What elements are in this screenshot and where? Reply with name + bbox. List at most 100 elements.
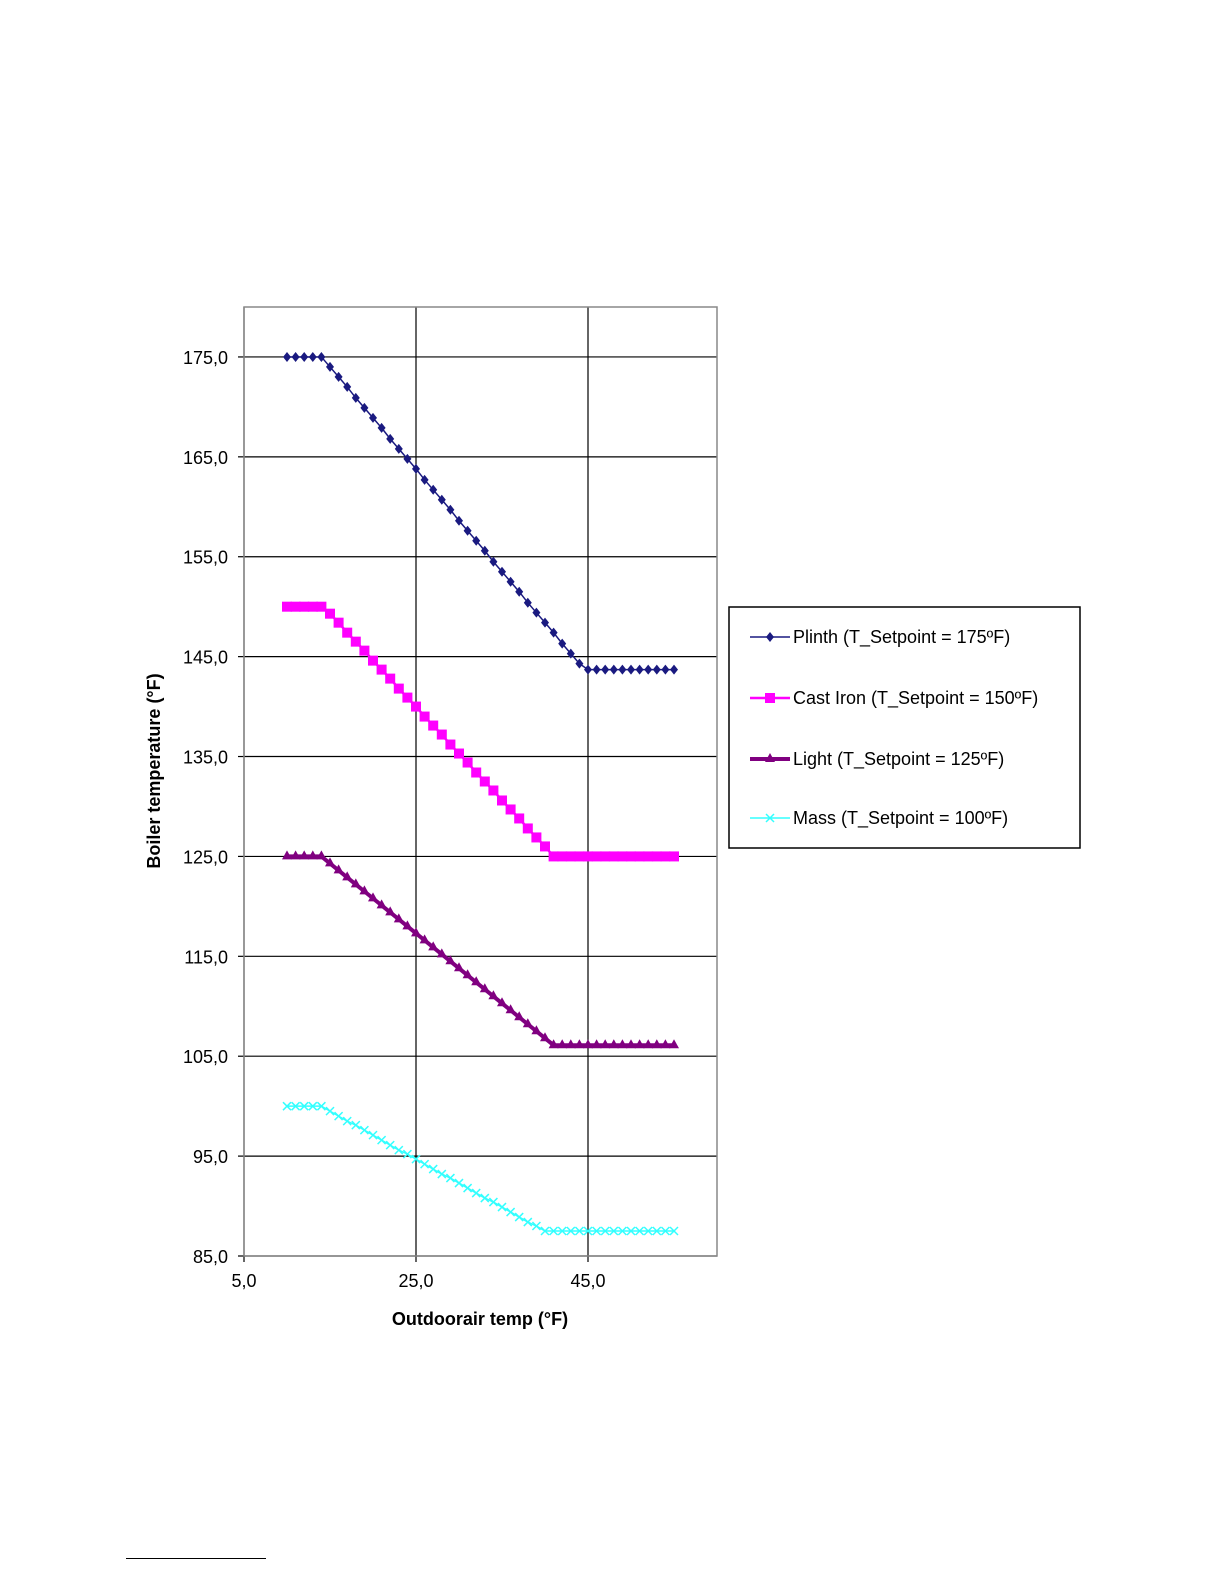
data-point	[455, 515, 463, 526]
y-tick-label: 145,0	[183, 648, 228, 668]
plot-area-frame	[243, 306, 718, 1257]
series-2	[282, 601, 679, 862]
x-tick-label: 45,0	[570, 1271, 605, 1291]
data-point	[325, 1106, 335, 1116]
data-point	[488, 990, 499, 1000]
data-point	[445, 955, 456, 965]
data-point	[643, 1039, 654, 1049]
data-point	[635, 664, 644, 675]
data-point	[445, 1173, 455, 1183]
marker-stroke	[282, 1101, 292, 1111]
legend-label: Cast Iron (T_Setpoint = 150ºF)	[793, 688, 1038, 709]
data-point	[471, 767, 482, 778]
legend-item-2: Cast Iron (T_Setpoint = 150ºF)	[750, 688, 1038, 709]
data-point	[282, 850, 292, 860]
data-point	[385, 673, 396, 684]
data-point	[591, 1039, 602, 1049]
data-point	[522, 1018, 533, 1028]
data-point	[307, 850, 318, 860]
marker-stroke	[411, 1154, 421, 1164]
data-point	[376, 899, 387, 909]
data-point	[402, 692, 413, 703]
data-point	[558, 638, 567, 649]
data-point	[548, 1039, 559, 1049]
data-point	[420, 474, 429, 485]
data-point	[307, 601, 318, 612]
marker-stroke	[368, 1130, 378, 1140]
data-point	[402, 920, 413, 930]
data-point	[342, 871, 353, 881]
marker-stroke	[583, 1226, 593, 1236]
data-point	[531, 1221, 541, 1231]
data-point	[394, 443, 403, 454]
data-point	[652, 1226, 662, 1236]
data-point	[532, 607, 541, 618]
data-point	[385, 906, 396, 916]
data-point	[316, 601, 327, 612]
marker-stroke	[299, 1101, 309, 1111]
data-point	[506, 1207, 516, 1217]
data-point	[489, 556, 498, 567]
data-point	[575, 658, 584, 669]
data-point	[333, 864, 344, 874]
data-point	[660, 1226, 670, 1236]
data-point	[557, 851, 568, 862]
marker-stroke	[626, 1226, 636, 1236]
data-point	[566, 648, 575, 659]
x-tick-label: 5,0	[231, 1271, 256, 1291]
data-point	[368, 655, 378, 666]
data-point	[479, 983, 490, 993]
footnote-rule	[126, 1558, 266, 1559]
marker-stroke	[549, 1226, 559, 1236]
data-point	[471, 976, 482, 986]
marker-stroke	[643, 1226, 653, 1236]
data-point	[333, 617, 344, 628]
data-point	[540, 1032, 550, 1042]
data-point	[316, 850, 327, 860]
marker-stroke	[351, 1120, 361, 1130]
data-point	[454, 962, 464, 972]
data-point	[437, 1169, 447, 1179]
marker-stroke	[445, 1173, 455, 1183]
marker-stroke	[402, 1149, 412, 1159]
marker-stroke	[652, 1226, 662, 1236]
marker-stroke	[635, 1226, 645, 1236]
data-point	[480, 1193, 490, 1203]
data-point	[531, 1025, 542, 1035]
marker-stroke	[497, 1202, 507, 1212]
y-axis-title: Boiler temperature (°F)	[144, 673, 164, 868]
data-point	[411, 701, 421, 712]
marker-stroke	[506, 1207, 516, 1217]
data-point	[299, 850, 310, 860]
marker-stroke	[437, 1169, 447, 1179]
marker-stroke	[531, 1221, 541, 1231]
y-tick-label: 115,0	[184, 947, 228, 967]
data-point	[566, 1226, 576, 1236]
data-point	[565, 851, 576, 862]
data-point	[626, 851, 636, 862]
data-point	[627, 664, 635, 675]
data-point	[351, 1120, 361, 1130]
data-point	[540, 1226, 550, 1236]
data-point	[463, 1183, 473, 1193]
marker-stroke	[617, 1226, 627, 1236]
data-point	[644, 664, 653, 675]
marker-stroke	[574, 1226, 584, 1236]
legend-marker	[765, 753, 775, 762]
data-point	[506, 576, 515, 587]
data-point	[488, 1197, 498, 1207]
data-point	[350, 636, 361, 647]
data-point	[342, 1116, 352, 1126]
y-tick-label: 85,0	[193, 1247, 228, 1267]
data-point	[326, 361, 334, 372]
y-tick-label: 155,0	[183, 548, 228, 568]
data-point	[471, 1188, 481, 1198]
series-line	[287, 854, 674, 1048]
data-point	[350, 878, 361, 888]
marker-stroke	[600, 1226, 610, 1236]
data-point	[557, 1039, 568, 1049]
data-point	[651, 1039, 662, 1049]
data-point	[514, 1212, 524, 1222]
data-point	[540, 841, 550, 852]
data-point	[497, 997, 507, 1007]
